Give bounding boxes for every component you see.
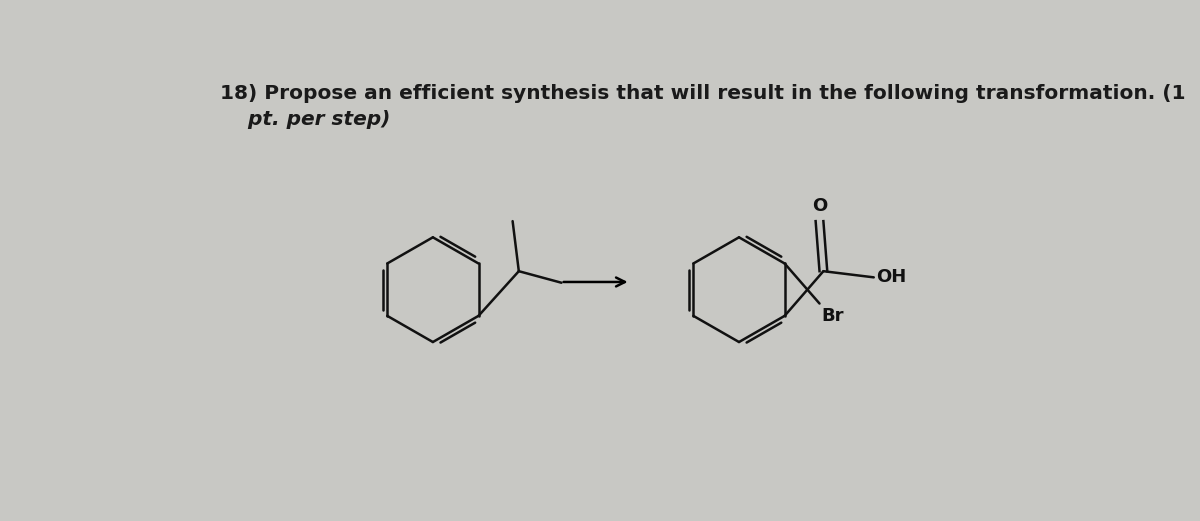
Text: OH: OH [876,268,906,287]
Text: pt. per step): pt. per step) [220,110,390,129]
Text: O: O [812,197,827,215]
Text: Br: Br [821,307,844,326]
Text: 18) Propose an efficient synthesis that will result in the following transformat: 18) Propose an efficient synthesis that … [220,84,1186,103]
